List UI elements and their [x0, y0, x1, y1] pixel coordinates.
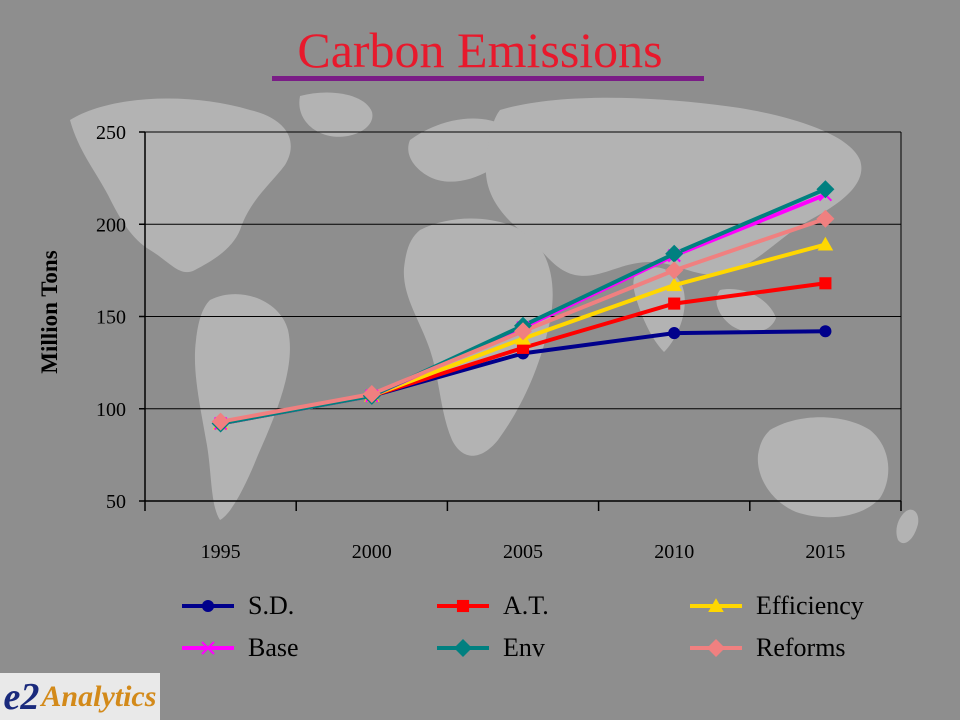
- title-underline: [272, 76, 704, 81]
- point-reforms-2005: [514, 322, 532, 341]
- legend-label-base: Base: [248, 633, 299, 662]
- point-reforms-2010: [665, 261, 684, 280]
- legend-swatch-base: [182, 641, 234, 655]
- legend-label-env: Env: [503, 633, 545, 662]
- legend-swatch-reforms: [690, 639, 742, 657]
- legend-item-at: A.T.: [435, 588, 549, 624]
- x-tick-label-2015: 2015: [805, 541, 845, 563]
- legend-label-sd: S.D.: [248, 591, 295, 620]
- south-america-shape: [194, 294, 290, 520]
- point-env-2010: [665, 244, 684, 263]
- gridlines: [145, 131, 901, 410]
- europe-shape: [408, 118, 512, 182]
- point-at-2010: [668, 297, 681, 310]
- series-markers: [211, 180, 835, 433]
- legend-item-reforms: Reforms: [688, 630, 846, 666]
- y-tick-label-100: 100: [96, 399, 126, 421]
- chart-legend: S.D. A.T. Efficiency Base Env Reforms: [180, 588, 900, 668]
- greenland-shape: [299, 92, 373, 137]
- axes: [139, 131, 902, 511]
- legend-marker-efficiency: [708, 598, 724, 612]
- legend-marker-base-stroke-b: [201, 641, 215, 655]
- chart-title: Carbon Emissions: [297, 22, 663, 78]
- x-tick-label-2005: 2005: [503, 541, 543, 563]
- x-tick-label-2010: 2010: [654, 541, 694, 563]
- y-tick-label-150: 150: [96, 307, 126, 329]
- legend-label-efficiency: Efficiency: [756, 591, 864, 620]
- legend-label-at: A.T.: [503, 591, 549, 620]
- asia-shape: [485, 97, 862, 276]
- point-at-2005: [516, 341, 530, 354]
- point-reforms-2000: [362, 384, 381, 403]
- e2-analytics-logo: e2 Analytics: [0, 673, 160, 720]
- point-sd-2015: [819, 325, 832, 338]
- tick-labels: 50 100 150 200 250 1995 2000 2005 2010 2015: [96, 122, 845, 563]
- legend-swatch-efficiency: [690, 598, 742, 612]
- australia-shape: [757, 417, 889, 518]
- legend-marker-base: [201, 641, 215, 655]
- legend-item-base: Base: [180, 630, 299, 666]
- point-sd-2010: [668, 327, 681, 340]
- legend-item-env: Env: [435, 630, 545, 666]
- legend-marker-sd: [201, 599, 215, 613]
- point-reforms-1995: [211, 412, 230, 431]
- y-tick-label-50: 50: [106, 491, 126, 513]
- new-zealand-shape: [896, 509, 919, 544]
- legend-marker-env: [454, 639, 472, 657]
- africa-shape: [403, 218, 553, 456]
- x-tick-label-1995: 1995: [201, 541, 241, 563]
- legend-swatch-env: [437, 639, 489, 657]
- north-america-shape: [70, 98, 291, 273]
- point-efficiency-2010: [666, 277, 682, 292]
- x-tick-label-2000: 2000: [352, 541, 392, 563]
- legend-label-reforms: Reforms: [756, 633, 846, 662]
- point-efficiency-2015: [817, 236, 834, 251]
- legend-item-efficiency: Efficiency: [688, 588, 864, 624]
- point-at-2015: [819, 277, 832, 290]
- legend-item-sd: S.D.: [180, 588, 294, 624]
- y-tick-label-200: 200: [96, 214, 126, 236]
- y-tick-label-250: 250: [96, 122, 126, 144]
- point-reforms-2015: [816, 209, 835, 228]
- southeast-asia-shape: [716, 289, 776, 333]
- legend-swatch-sd: [182, 599, 234, 613]
- point-env-2015: [816, 180, 835, 199]
- legend-marker-at: [456, 599, 470, 613]
- legend-swatch-at: [437, 599, 489, 613]
- legend-marker-reforms: [707, 639, 725, 657]
